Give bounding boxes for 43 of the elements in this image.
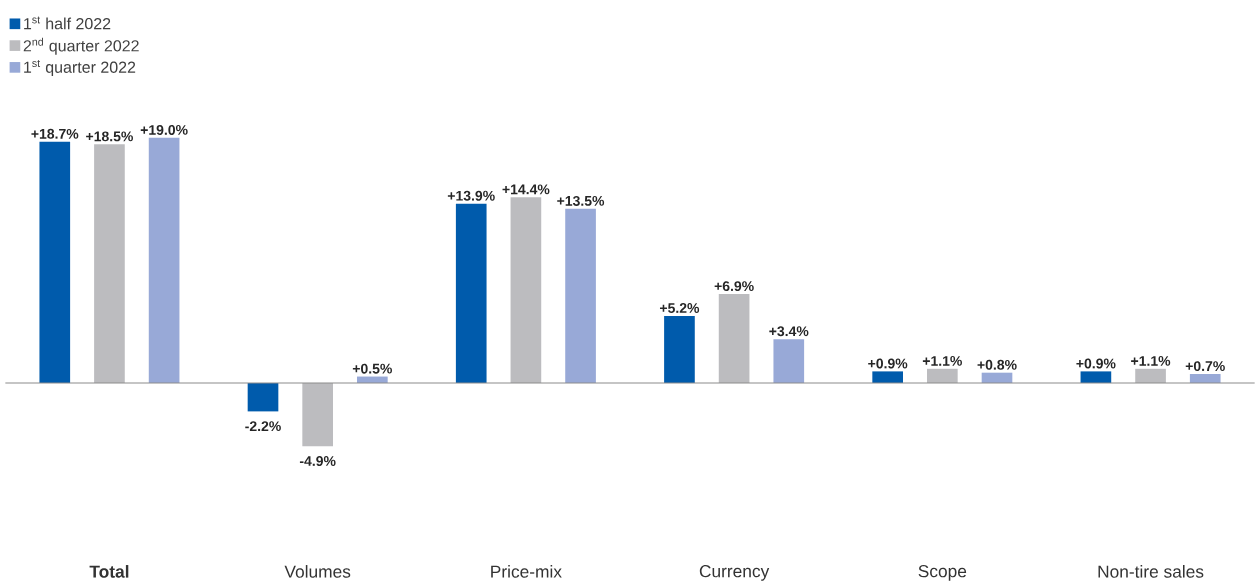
bar <box>148 137 180 383</box>
data-label: +3.4% <box>769 326 809 337</box>
bar <box>1189 373 1221 383</box>
bar <box>455 203 487 383</box>
data-label: +0.5% <box>352 363 392 374</box>
data-label: +13.5% <box>557 195 605 206</box>
data-label: +18.5% <box>86 131 133 142</box>
x-tick-label: Non-tire sales <box>1098 565 1204 578</box>
bar <box>565 208 596 383</box>
data-label: +0.9% <box>868 358 908 369</box>
legend-label: 1$^{st}$ half 2022 <box>24 16 111 30</box>
data-label: +0.7% <box>1185 361 1225 372</box>
data-label: -2.2% <box>245 421 281 432</box>
bar <box>1080 371 1112 383</box>
bar <box>510 197 542 383</box>
legend-label: 1$^{st}$ quarter 2022 <box>24 60 136 77</box>
bar <box>39 141 71 383</box>
bar <box>1135 368 1166 383</box>
x-tick-label: Price-mix <box>491 565 562 578</box>
data-label: +13.9% <box>447 190 495 201</box>
data-label: +0.8% <box>977 359 1017 370</box>
x-tick-label: Volumes <box>284 565 351 578</box>
x-tick-label: Currency <box>699 565 770 581</box>
x-tick-label: Total <box>89 565 129 578</box>
bar <box>664 315 695 383</box>
data-label: +18.7% <box>31 128 79 139</box>
bar <box>872 371 903 383</box>
bar <box>302 383 333 447</box>
data-label: +0.9% <box>1076 358 1116 369</box>
legend-label: 2$^{nd}$ quarter 2022 <box>23 37 139 55</box>
bar <box>247 383 279 412</box>
data-label: +19.0% <box>140 125 188 135</box>
x-tick-label: Scope <box>918 565 967 581</box>
data-label: +5.2% <box>659 303 700 313</box>
bar <box>94 144 125 383</box>
bar <box>927 368 958 383</box>
data-label: -4.9% <box>299 456 336 466</box>
bar <box>773 339 805 383</box>
data-label: +6.9% <box>714 281 754 292</box>
data-label: +1.1% <box>922 356 962 366</box>
data-label: +1.1% <box>1131 356 1171 366</box>
data-label: +14.4% <box>502 184 550 195</box>
bar <box>718 293 750 383</box>
